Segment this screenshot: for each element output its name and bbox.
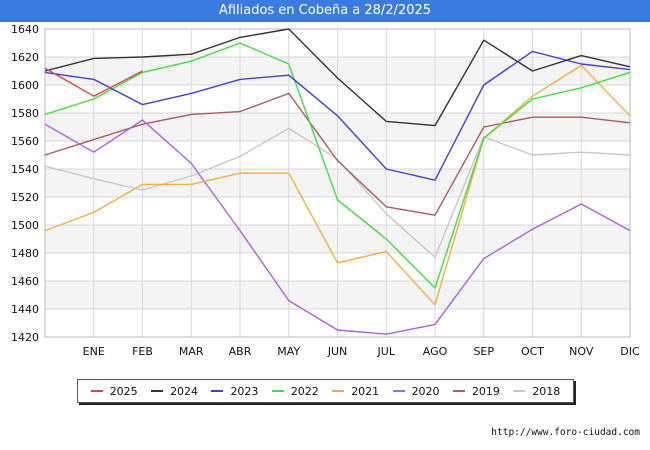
series-line-2018 (44, 127, 631, 258)
y-tick-label: 1460 (11, 275, 39, 288)
legend-item-2019: 2019 (452, 384, 500, 398)
legend-item-2022: 2022 (271, 384, 319, 398)
x-tick-label: AGO (423, 345, 448, 358)
series-line-2022 (44, 42, 631, 289)
chart-legend: 2025 2024 2023 2022 2021 2020 2019 2018 (77, 379, 574, 403)
legend-item-2018: 2018 (513, 385, 560, 398)
legend-swatch (452, 390, 465, 392)
series-line-2023 (44, 50, 631, 181)
legend-label: 2023 (230, 384, 259, 398)
x-tick-label: SEP (473, 345, 494, 358)
legend-label: 2021 (351, 384, 380, 398)
series-line-2021 (44, 64, 631, 306)
legend-label: 2019 (471, 384, 500, 398)
series-line-2019 (44, 92, 631, 216)
x-tick-label: FEB (132, 345, 153, 358)
legend-item-2024: 2024 (151, 385, 198, 398)
y-tick-label: 1640 (11, 23, 39, 36)
legend-item-2021: 2021 (332, 385, 379, 398)
series-line-2020 (44, 119, 631, 335)
x-tick-label: OCT (521, 345, 544, 358)
series-line-2024 (44, 28, 631, 127)
y-tick-label: 1500 (11, 219, 39, 232)
legend-swatch (211, 390, 224, 392)
y-tick-label: 1580 (11, 107, 39, 120)
legend-swatch (151, 390, 164, 392)
x-tick-label: DIC (620, 345, 640, 358)
plot-frame (44, 28, 631, 338)
legend-swatch (332, 390, 345, 392)
legend-label: 2018 (532, 384, 561, 398)
y-tick-label: 1600 (11, 79, 39, 92)
x-tick-label: ABR (229, 345, 252, 358)
legend-item-2020: 2020 (392, 384, 440, 398)
y-tick-label: 1560 (11, 135, 39, 148)
y-tick-label: 1480 (11, 247, 39, 260)
series-line-2025 (44, 67, 143, 97)
legend-label: 2024 (170, 384, 199, 398)
x-tick-label: JUL (377, 345, 396, 358)
legend-label: 2025 (109, 384, 138, 398)
x-tick-label: ENE (83, 345, 105, 358)
y-tick-label: 1540 (11, 163, 39, 176)
legend-item-2025: 2025 (90, 384, 138, 398)
source-url: http://www.foro-ciudad.com (491, 427, 640, 438)
x-tick-label: NOV (569, 345, 594, 358)
legend-label: 2022 (290, 384, 319, 398)
legend-swatch (271, 390, 284, 392)
legend-swatch (513, 390, 526, 392)
y-tick-label: 1420 (11, 331, 39, 344)
legend-label: 2020 (411, 384, 440, 398)
x-tick-label: MAR (179, 345, 204, 358)
x-tick-label: MAY (277, 345, 300, 358)
y-tick-label: 1440 (11, 303, 39, 316)
chart-title: Afiliados en Cobeña a 28/2/2025 (0, 0, 650, 22)
legend-swatch (392, 390, 405, 392)
y-tick-label: 1520 (11, 191, 39, 204)
legend-item-2023: 2023 (211, 385, 258, 398)
x-tick-label: JUN (327, 345, 348, 358)
y-tick-label: 1620 (11, 51, 39, 64)
legend-swatch (90, 390, 103, 392)
